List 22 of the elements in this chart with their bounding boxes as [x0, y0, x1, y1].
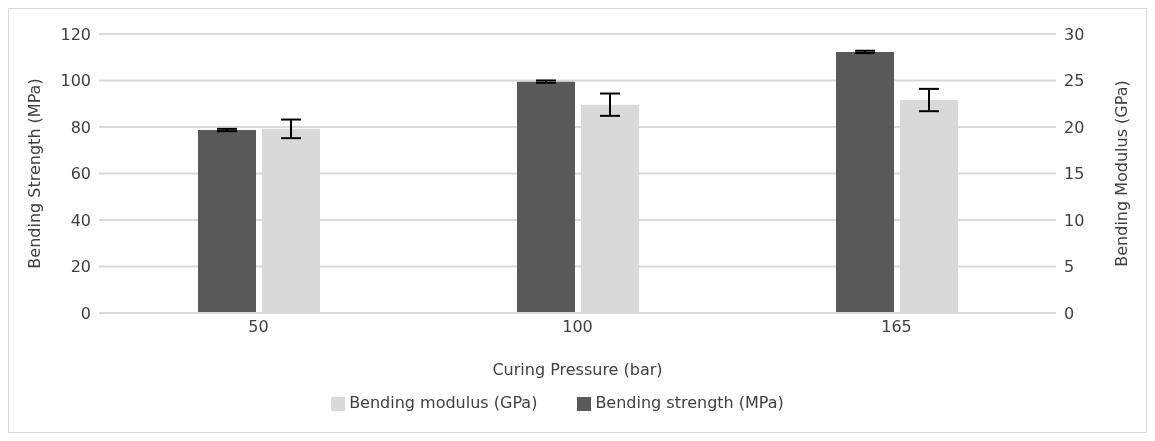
- x-tick-label: 50: [248, 317, 269, 337]
- y2-tick-label: 15: [1064, 164, 1085, 184]
- y2-tick-label: 30: [1064, 24, 1085, 44]
- y2-tick-label: 10: [1064, 210, 1085, 230]
- y-axis-title: Bending Strength (MPa): [24, 78, 44, 269]
- y-tick-label: 120: [60, 24, 91, 44]
- y-tick-label: 80: [70, 117, 91, 137]
- y-tick-label: 0: [80, 303, 91, 323]
- x-tick-label: 165: [881, 317, 912, 337]
- y-tick-label: 40: [70, 210, 91, 230]
- legend-label: Bending modulus (GPa): [349, 393, 538, 412]
- y2-axis-title: Bending Modulus (GPa): [1111, 80, 1131, 267]
- y2-tick-label: 25: [1064, 71, 1085, 91]
- y-tick-label: 100: [60, 71, 91, 91]
- y2-tick-label: 5: [1064, 257, 1075, 277]
- y-tick-label: 60: [70, 164, 91, 184]
- x-axis-title: Curing Pressure (bar): [492, 360, 663, 379]
- y-tick-label: 20: [70, 257, 91, 277]
- y2-tick-label: 20: [1064, 117, 1085, 137]
- legend-label: Bending strength (MPa): [595, 393, 784, 412]
- x-tick-label: 100: [562, 317, 593, 337]
- y2-tick-label: 0: [1064, 303, 1075, 323]
